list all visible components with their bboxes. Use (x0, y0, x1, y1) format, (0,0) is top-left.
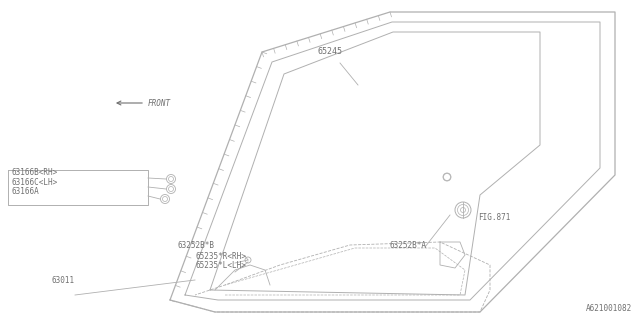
Text: 63252B*A: 63252B*A (390, 241, 427, 250)
Text: 65235*R<RH>: 65235*R<RH> (195, 252, 246, 261)
Text: 63166B<RH>: 63166B<RH> (12, 168, 58, 177)
Text: FRONT: FRONT (148, 99, 171, 108)
Text: A621001082: A621001082 (586, 304, 632, 313)
Text: 63011: 63011 (52, 276, 75, 285)
Text: 63166C<LH>: 63166C<LH> (12, 178, 58, 187)
Text: FIG.871: FIG.871 (478, 213, 510, 222)
Text: 65235*L<LH>: 65235*L<LH> (195, 261, 246, 270)
Text: 65245: 65245 (317, 47, 342, 56)
Text: 63252B*B: 63252B*B (178, 241, 215, 250)
Text: 63166A: 63166A (12, 187, 40, 196)
